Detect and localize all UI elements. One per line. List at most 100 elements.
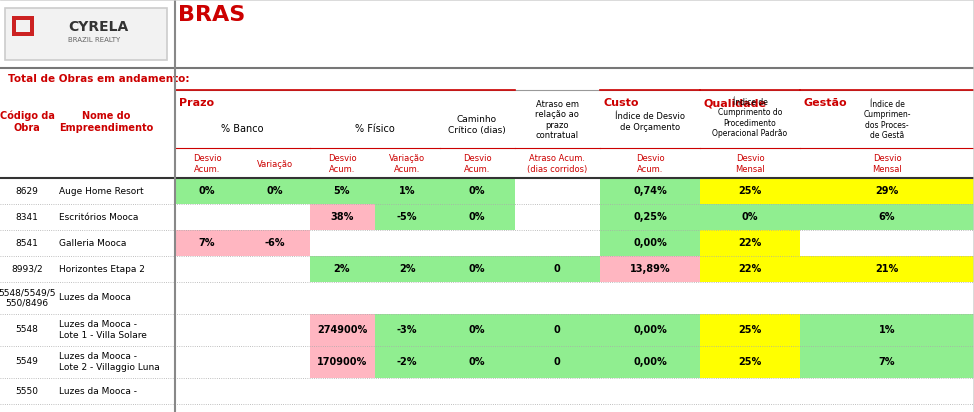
Text: 8993/2: 8993/2 xyxy=(11,265,43,274)
Text: 2%: 2% xyxy=(398,264,415,274)
Text: Horizontes Etapa 2: Horizontes Etapa 2 xyxy=(59,265,145,274)
Text: 21%: 21% xyxy=(876,264,899,274)
Bar xyxy=(800,178,974,204)
Text: 5548: 5548 xyxy=(16,325,38,335)
Text: 0,00%: 0,00% xyxy=(633,238,667,248)
Text: Índice de
Cumprimento do
Procedimento
Operacional Padrão: Índice de Cumprimento do Procedimento Op… xyxy=(712,98,788,138)
Text: 0,25%: 0,25% xyxy=(633,212,667,222)
Bar xyxy=(440,204,515,230)
Text: 13,89%: 13,89% xyxy=(629,264,670,274)
Text: Qualidade: Qualidade xyxy=(704,98,767,108)
Text: Caminho
Crítico (dias): Caminho Crítico (dias) xyxy=(448,115,506,135)
Text: Luzes da Mooca -: Luzes da Mooca - xyxy=(59,386,137,396)
Text: 170900%: 170900% xyxy=(317,357,367,367)
Bar xyxy=(515,314,600,346)
Text: Prazo: Prazo xyxy=(179,98,214,108)
Bar xyxy=(700,178,800,204)
Bar xyxy=(600,204,700,230)
Bar xyxy=(375,256,440,282)
Text: 0,00%: 0,00% xyxy=(633,325,667,335)
Bar xyxy=(700,230,800,256)
Text: 0,00%: 0,00% xyxy=(633,357,667,367)
Bar xyxy=(440,178,515,204)
Text: 0%: 0% xyxy=(468,212,485,222)
Bar xyxy=(310,204,375,230)
Text: 1%: 1% xyxy=(398,186,415,196)
Bar xyxy=(375,178,440,204)
Bar xyxy=(700,256,800,282)
Text: 6%: 6% xyxy=(879,212,895,222)
Bar xyxy=(600,178,700,204)
Bar xyxy=(12,16,34,36)
Text: Código da
Obra: Código da Obra xyxy=(0,111,55,133)
Bar xyxy=(240,230,310,256)
Text: % Físico: % Físico xyxy=(356,124,394,134)
Bar xyxy=(440,314,515,346)
Text: -3%: -3% xyxy=(396,325,417,335)
Text: Índice de
Cumprimen-
dos Proces-
de Gestã: Índice de Cumprimen- dos Proces- de Gest… xyxy=(863,100,911,140)
Text: 0: 0 xyxy=(553,357,560,367)
Text: 0%: 0% xyxy=(468,264,485,274)
Text: 8629: 8629 xyxy=(16,187,38,196)
Bar xyxy=(310,256,375,282)
Bar xyxy=(16,20,30,32)
Text: 25%: 25% xyxy=(738,357,762,367)
Bar xyxy=(600,346,700,378)
Bar xyxy=(800,204,974,230)
Bar xyxy=(375,204,440,230)
Text: Desvio
Acum.: Desvio Acum. xyxy=(193,154,221,174)
Text: Luzes da Mooca: Luzes da Mooca xyxy=(59,293,131,302)
Text: 29%: 29% xyxy=(876,186,899,196)
Text: Desvio
Acum.: Desvio Acum. xyxy=(327,154,356,174)
Bar xyxy=(700,314,800,346)
Text: 7%: 7% xyxy=(199,238,215,248)
Text: 8341: 8341 xyxy=(16,213,38,222)
Bar xyxy=(0,178,974,204)
Text: Luzes da Mooca -
Lote 2 - Villaggio Luna: Luzes da Mooca - Lote 2 - Villaggio Luna xyxy=(59,352,160,372)
Text: 38%: 38% xyxy=(330,212,354,222)
Text: BRAZIL REALTY: BRAZIL REALTY xyxy=(68,37,120,43)
Text: Escritórios Mooca: Escritórios Mooca xyxy=(59,213,138,222)
Text: 2%: 2% xyxy=(334,264,351,274)
Text: 1%: 1% xyxy=(879,325,895,335)
Bar xyxy=(700,346,800,378)
Bar xyxy=(515,346,600,378)
Bar xyxy=(240,178,310,204)
Bar xyxy=(0,346,974,378)
Bar xyxy=(175,178,240,204)
Bar xyxy=(700,204,800,230)
Text: 25%: 25% xyxy=(738,325,762,335)
Text: 5%: 5% xyxy=(334,186,351,196)
Bar xyxy=(175,230,240,256)
Text: Nome do
Empreendimento: Nome do Empreendimento xyxy=(59,111,153,133)
Bar xyxy=(0,204,974,230)
Bar xyxy=(515,256,600,282)
Bar xyxy=(0,378,974,404)
Text: Desvio
Acum.: Desvio Acum. xyxy=(636,154,664,174)
Text: Variação
Acum.: Variação Acum. xyxy=(389,154,425,174)
Text: 8541: 8541 xyxy=(16,239,38,248)
Text: 0%: 0% xyxy=(468,357,485,367)
Text: 0%: 0% xyxy=(199,186,215,196)
Text: 0%: 0% xyxy=(468,325,485,335)
Text: 25%: 25% xyxy=(738,186,762,196)
Bar xyxy=(310,178,375,204)
Text: 0: 0 xyxy=(553,264,560,274)
Text: 22%: 22% xyxy=(738,264,762,274)
Text: CYRELA: CYRELA xyxy=(68,20,129,34)
Text: Atraso Acum.
(dias corridos): Atraso Acum. (dias corridos) xyxy=(527,154,587,174)
Bar xyxy=(800,256,974,282)
Bar xyxy=(600,230,700,256)
Text: Índice de Desvio
de Orçamento: Índice de Desvio de Orçamento xyxy=(615,112,685,132)
Text: Variação: Variação xyxy=(257,159,293,169)
Text: 5549: 5549 xyxy=(16,358,38,367)
Text: 22%: 22% xyxy=(738,238,762,248)
Text: Gestão: Gestão xyxy=(804,98,847,108)
Text: 0%: 0% xyxy=(267,186,283,196)
Bar xyxy=(0,256,974,282)
Bar xyxy=(440,346,515,378)
Text: -5%: -5% xyxy=(396,212,417,222)
Bar xyxy=(800,314,974,346)
Text: 7%: 7% xyxy=(879,357,895,367)
Text: Atraso em
relação ao
prazo
contratual: Atraso em relação ao prazo contratual xyxy=(535,100,579,140)
